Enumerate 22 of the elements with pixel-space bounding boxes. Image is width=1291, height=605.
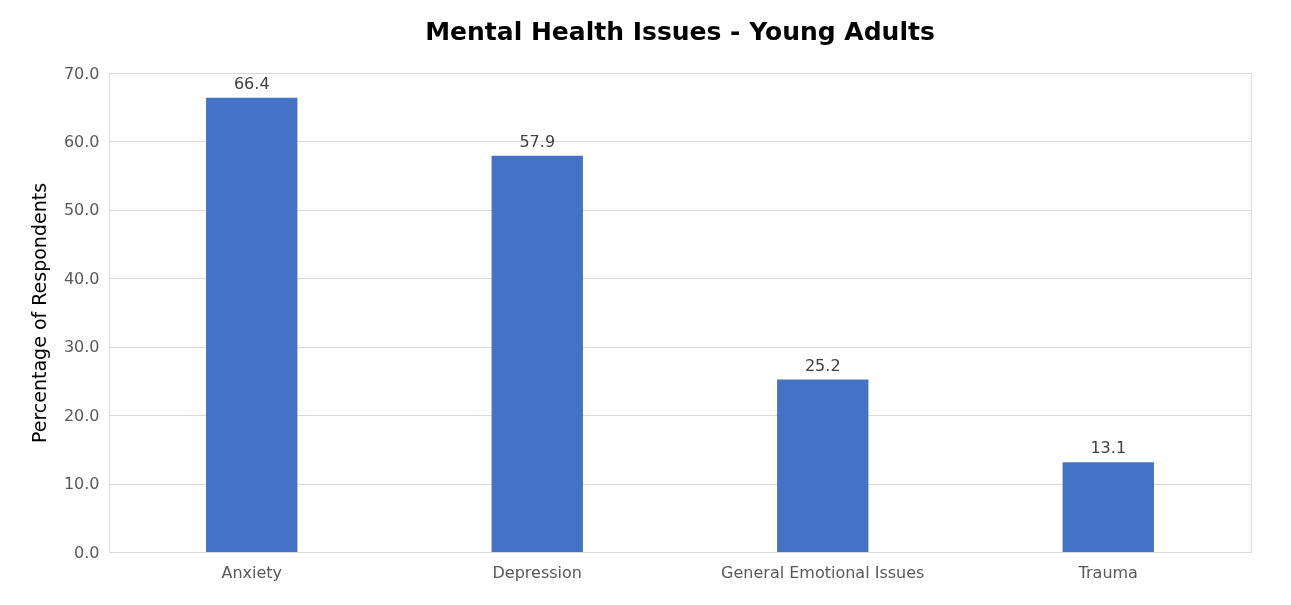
y-tick-label: 50.0	[63, 200, 100, 220]
y-tick-label: 60.0	[63, 131, 100, 151]
x-tick-label: Depression	[492, 562, 582, 582]
x-tick-label: Anxiety	[221, 562, 283, 582]
bar	[206, 97, 298, 552]
y-tick-label: 40.0	[63, 268, 100, 288]
y-tick-label: 20.0	[63, 405, 100, 425]
data-label: 57.9	[519, 131, 556, 151]
data-label: 13.1	[1090, 438, 1127, 458]
x-tick-label: General Emotional Issues	[721, 562, 925, 582]
x-tick-label: Trauma	[1077, 562, 1138, 582]
bar	[777, 379, 869, 552]
y-tick-label: 0.0	[74, 542, 100, 562]
bar	[491, 155, 583, 552]
y-tick-label: 70.0	[63, 63, 100, 83]
data-label: 66.4	[233, 73, 270, 93]
data-label: 25.2	[804, 355, 841, 375]
y-tick-label: 30.0	[63, 337, 100, 357]
chart-title: Mental Health Issues - Young Adults	[425, 17, 935, 46]
bar	[1062, 462, 1154, 552]
y-axis-title: Percentage of Respondents	[27, 182, 50, 444]
y-tick-label: 10.0	[63, 474, 100, 494]
